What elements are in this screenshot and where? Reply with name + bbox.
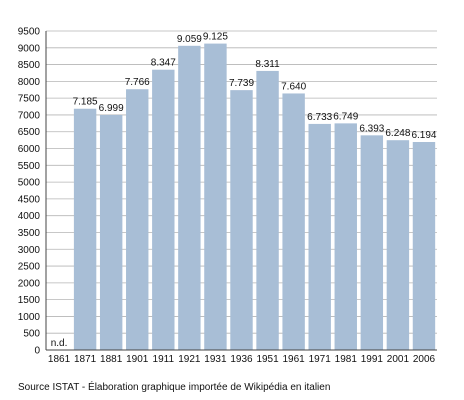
- y-tick-label: 9500: [18, 27, 41, 38]
- bar-1901: [126, 89, 149, 350]
- bar-1931: [204, 43, 227, 351]
- x-tick-label-1911: 1911: [153, 354, 175, 365]
- bar-1951: [256, 70, 279, 351]
- y-tick-label: 4000: [18, 211, 41, 222]
- bar-1871: [73, 108, 97, 350]
- y-tick-label: 1000: [18, 312, 41, 323]
- x-tick-label-1871: 1871: [74, 354, 97, 365]
- x-tick-label-1931: 1931: [204, 354, 227, 365]
- x-tick-label-1921: 1921: [178, 354, 201, 365]
- bar-1936: [230, 90, 253, 351]
- data-label-1951: 8.311: [255, 59, 280, 70]
- y-tick-label: 7500: [18, 94, 41, 105]
- data-label-1931: 9.125: [203, 32, 228, 43]
- x-tick-label-1991: 1991: [361, 354, 384, 365]
- y-tick-label: 0: [34, 346, 40, 357]
- bar-1971: [308, 123, 331, 350]
- y-tick-label: 8500: [18, 60, 41, 71]
- x-tick-label-1936: 1936: [230, 354, 253, 365]
- x-tick-label-1971: 1971: [309, 354, 332, 365]
- x-tick-label-1861: 1861: [48, 354, 71, 365]
- y-tick-label: 5000: [18, 178, 41, 189]
- x-tick-label-1881: 1881: [100, 354, 123, 365]
- data-label-1911: 8.347: [151, 58, 176, 69]
- y-tick-label: 6000: [18, 144, 41, 155]
- bar-1961: [282, 93, 305, 350]
- data-label-1991: 6.393: [359, 123, 384, 134]
- data-label-1921: 9.059: [177, 34, 202, 45]
- bar-1911: [152, 69, 175, 351]
- y-tick-label: 3500: [18, 228, 41, 239]
- y-tick-label: 1500: [18, 295, 41, 306]
- x-tick-label-1981: 1981: [335, 354, 358, 365]
- data-label-2006: 6.194: [411, 130, 436, 141]
- data-label-1881: 6.999: [99, 103, 124, 114]
- y-tick-label: 2500: [18, 262, 41, 273]
- bar-1991: [360, 135, 384, 350]
- y-tick-label: 6500: [18, 127, 41, 138]
- source-caption: Source ISTAT - Élaboration graphique imp…: [18, 382, 331, 393]
- data-label-1901: 7.766: [125, 77, 150, 88]
- x-tick-label-1901: 1901: [126, 354, 149, 365]
- y-tick-label: 500: [23, 329, 40, 340]
- y-tick-label: 7000: [18, 110, 41, 121]
- y-tick-label: 4500: [18, 194, 41, 205]
- data-label-1861: n.d.: [51, 338, 68, 349]
- y-tick-label: 9000: [18, 43, 41, 54]
- data-label-1936: 7.739: [229, 78, 254, 89]
- x-tick-label-2006: 2006: [413, 354, 436, 365]
- bars: [73, 43, 436, 351]
- bar-1981: [334, 123, 357, 350]
- x-tick-label-1951: 1951: [256, 354, 279, 365]
- bar-2006: [412, 142, 436, 350]
- y-axis-ticks: 0 500 1000 1500 2000 2500 3000 3500 4000 4500 5000…: [18, 27, 41, 357]
- data-label-1961: 7.640: [281, 81, 306, 92]
- x-tick-label-1961: 1961: [283, 354, 306, 365]
- bar-1921: [178, 45, 201, 350]
- y-tick-label: 3000: [18, 245, 41, 256]
- y-tick-label: 8000: [18, 77, 41, 88]
- bar-1881: [99, 114, 123, 350]
- data-label-1981: 6.749: [333, 111, 358, 122]
- y-tick-label: 5500: [18, 161, 41, 172]
- data-label-2001: 6.248: [385, 128, 410, 139]
- data-label-1871: 7.185: [73, 97, 98, 108]
- x-axis-ticks: 1861 1871 1881 1901 1911 1921 1931 1936 1951 1961…: [48, 354, 436, 365]
- x-tick-label-2001: 2001: [387, 354, 410, 365]
- data-label-1971: 6.733: [307, 112, 332, 123]
- bar-2001: [386, 140, 410, 350]
- y-tick-label: 2000: [18, 278, 41, 289]
